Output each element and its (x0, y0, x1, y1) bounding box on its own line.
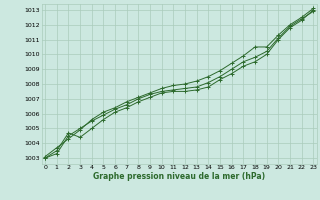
X-axis label: Graphe pression niveau de la mer (hPa): Graphe pression niveau de la mer (hPa) (93, 172, 265, 181)
